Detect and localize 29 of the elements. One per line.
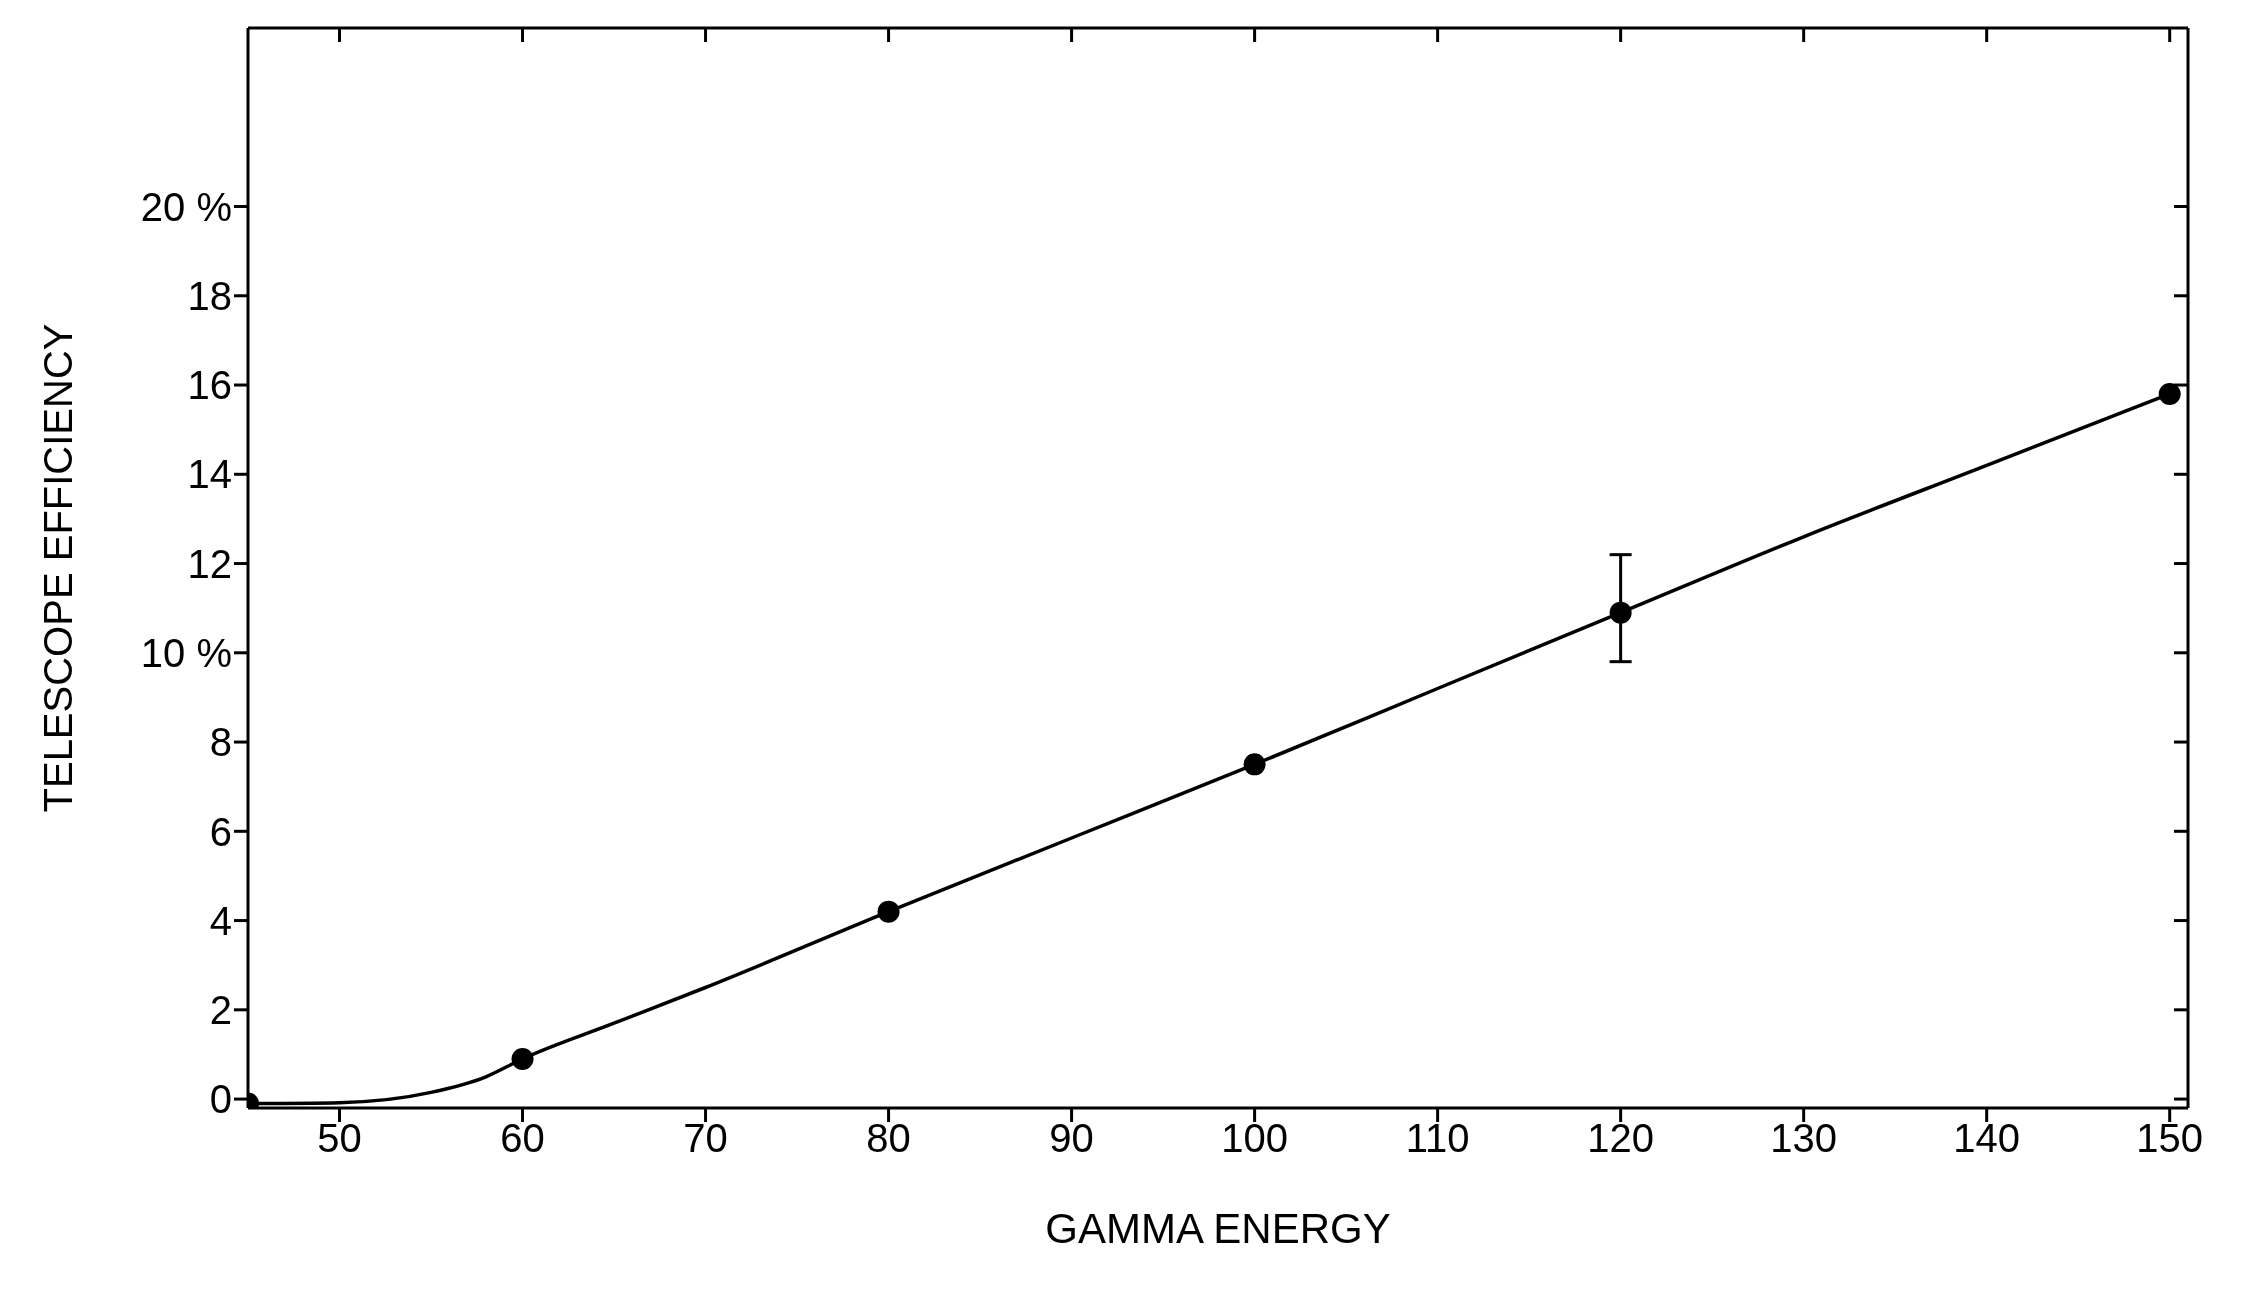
x-tick-label: 80 (866, 1116, 911, 1161)
x-tick-label: 50 (317, 1116, 362, 1161)
y-tick-label: 18 (187, 273, 232, 318)
x-tick-label: 140 (1953, 1116, 2021, 1161)
y-axis-title: TELESCOPE EFFICIENCY (36, 323, 81, 813)
y-tick-label: 4 (209, 898, 232, 943)
y-tick-label: 16 (187, 363, 232, 408)
y-tick-label: 8 (209, 720, 232, 765)
point (1609, 601, 1632, 624)
point (2158, 382, 2181, 405)
point (1243, 753, 1266, 776)
y-tick-label: 12 (187, 541, 232, 586)
y-tick-label: 10 % (140, 630, 232, 675)
y-tick-label: 20 % (140, 184, 232, 229)
y-tick-label: 0 (209, 1077, 232, 1122)
x-tick-label: 70 (683, 1116, 728, 1161)
y-tick-label: 2 (209, 988, 232, 1033)
y-tick-label: 6 (209, 809, 232, 854)
x-tick-label: 120 (1587, 1116, 1655, 1161)
x-tick-label: 130 (1770, 1116, 1838, 1161)
x-tick-label: 100 (1221, 1116, 1288, 1161)
x-tick-label: 90 (1049, 1116, 1094, 1161)
y-tick-label: 14 (187, 452, 232, 497)
x-tick-label: 60 (500, 1116, 545, 1161)
x-axis-title: GAMMA ENERGY (1045, 1205, 1391, 1252)
point (877, 900, 900, 923)
x-tick-label: 110 (1405, 1116, 1470, 1161)
point (511, 1047, 534, 1070)
x-tick-label: 150 (2136, 1116, 2204, 1161)
